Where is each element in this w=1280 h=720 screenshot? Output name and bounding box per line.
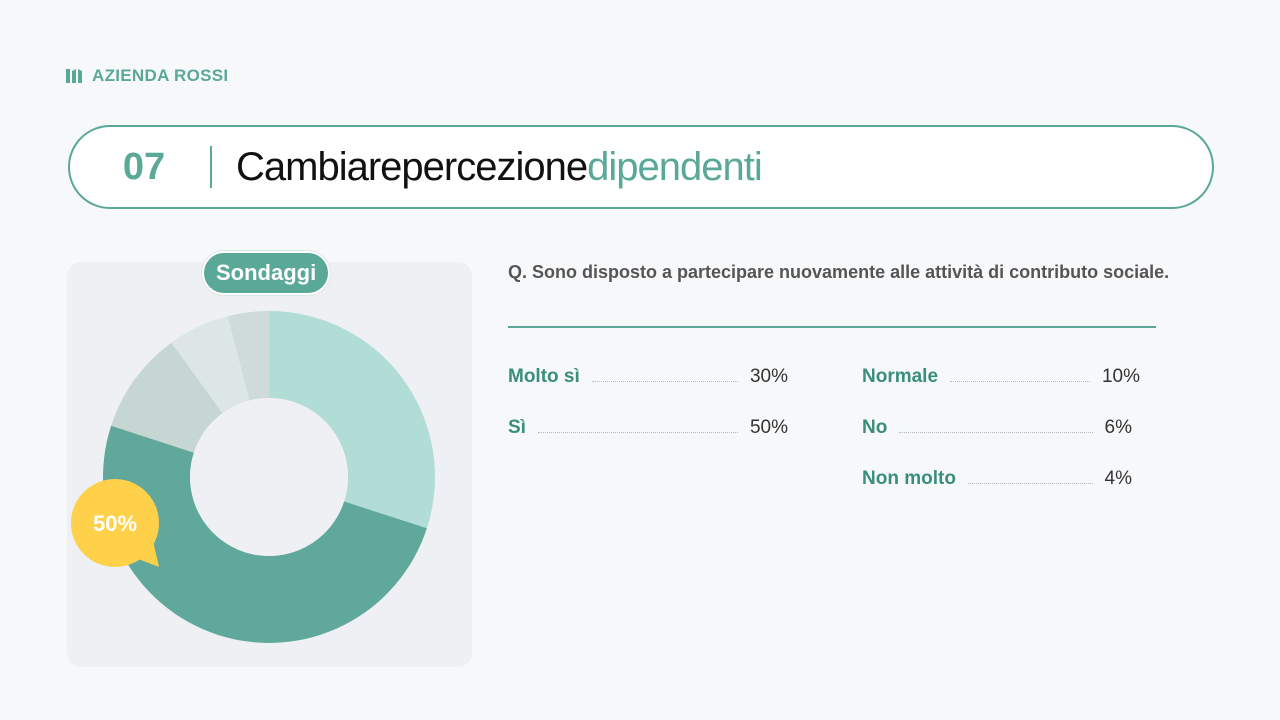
legend-value: 10% [1101, 366, 1140, 387]
donut-slice-5 [227, 311, 269, 401]
chart-tag: Sondaggi [202, 251, 331, 295]
legend-item-normale: Normale 10% [862, 364, 1140, 390]
legend-label: Sì [508, 417, 526, 438]
donut-hole [190, 398, 348, 556]
legend-value: 30% [749, 366, 788, 387]
logo-icon [66, 69, 82, 83]
legend-value: 6% [1104, 417, 1132, 438]
legend-label: Molto sì [508, 366, 580, 387]
donut-slice-4 [171, 316, 250, 414]
donut-chart: 50% [71, 311, 435, 643]
callout-label: 50% [93, 511, 137, 536]
page-title: Cambiarepercezionedipendenti [236, 144, 763, 190]
survey-question: Q. Sono disposto a partecipare nuovament… [508, 262, 1170, 282]
legend-item-non-molto: Non molto 4% [862, 466, 1132, 492]
legend-label: Non molto [862, 468, 956, 489]
legend-leader [537, 431, 738, 433]
legend-label: No [862, 417, 888, 438]
donut-slice-3 [111, 342, 223, 453]
title-accent: dipendenti [587, 144, 763, 189]
donut-slice-2 [103, 425, 427, 643]
title-divider [210, 146, 212, 188]
donut-slice-1 [269, 311, 435, 529]
brand-name: AZIENDA ROSSI [92, 66, 229, 85]
question-divider [508, 326, 1156, 328]
section-number: 07 [122, 145, 166, 188]
legend-item-si: Sì 50% [508, 415, 788, 441]
title-main: Cambiarepercezione [236, 144, 588, 189]
legend-value: 50% [749, 417, 788, 438]
legend-leader [950, 380, 1090, 382]
callout-circle [71, 479, 159, 567]
callout-bubble: 50% [71, 479, 159, 567]
legend-leader [591, 380, 738, 382]
brand: AZIENDA ROSSI [64, 66, 228, 86]
title-bar: 07 Cambiarepercezionedipendenti [68, 125, 1214, 209]
legend-label: Normale [862, 366, 939, 387]
legend-item-no: No 6% [862, 415, 1132, 441]
legend-value: 4% [1104, 468, 1132, 489]
legend-leader [899, 431, 1093, 433]
legend-item-molto-si: Molto sì 30% [508, 364, 788, 390]
legend-leader [967, 482, 1093, 484]
